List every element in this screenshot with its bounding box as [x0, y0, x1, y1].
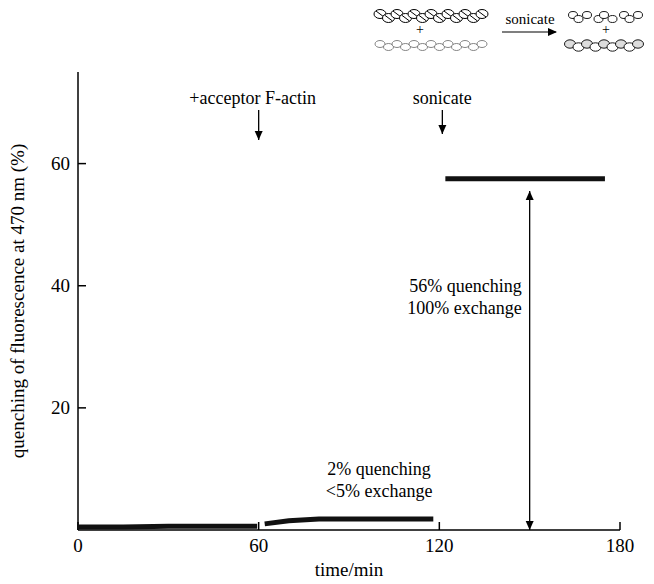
- x-tick-label: 60: [249, 535, 268, 556]
- trace: [78, 179, 605, 527]
- y-tick: [78, 285, 86, 287]
- filament-subunit: [477, 41, 487, 48]
- x-tick-label: 0: [73, 535, 83, 556]
- annotation: 2% quenching: [327, 459, 430, 479]
- arrowhead: [438, 125, 446, 134]
- y-tick: [78, 163, 86, 165]
- plot-area: [78, 179, 605, 527]
- x-tick-label: 120: [425, 535, 454, 556]
- plus: +: [602, 22, 610, 37]
- fragment: [583, 12, 592, 19]
- fragment: [574, 16, 583, 23]
- x-tick-label: 180: [606, 535, 635, 556]
- plus: +: [416, 22, 424, 37]
- x-tick: [258, 522, 260, 530]
- filament-subunit: [476, 10, 488, 19]
- fragment: [600, 12, 609, 19]
- y-tick-label: 20: [51, 397, 70, 418]
- chart: 0 60 120 180 20 40 60 time/min quenching of fluo…: [0, 0, 654, 584]
- annotation: sonicate: [413, 88, 472, 108]
- arrowhead: [548, 28, 557, 36]
- y-axis: [77, 72, 79, 530]
- y-tick: [78, 407, 86, 409]
- x-axis-title: time/min: [315, 559, 384, 580]
- arrowhead: [526, 521, 534, 530]
- hatch: [478, 11, 486, 17]
- arrow: [502, 31, 556, 32]
- arrowhead: [255, 131, 263, 140]
- schematic-label: sonicate: [505, 11, 554, 27]
- annotation: 100% exchange: [407, 298, 521, 318]
- x-tick: [619, 522, 621, 530]
- annotation: 56% quenching: [409, 276, 521, 296]
- y-tick-label: 40: [51, 275, 70, 296]
- fragment: [634, 12, 643, 19]
- x-tick: [439, 522, 441, 530]
- arrowhead: [526, 191, 534, 200]
- y-axis-title: quenching of fluorescence at 470 nm (%): [7, 144, 29, 458]
- x-axis: [78, 529, 620, 531]
- annotation: <5% exchange: [326, 481, 433, 501]
- fragment: [625, 16, 634, 23]
- fragment: [633, 40, 644, 48]
- annotation: +acceptor F-actin: [189, 88, 316, 108]
- double-arrow: [529, 191, 530, 530]
- y-tick-label: 60: [51, 153, 70, 174]
- schematic: + sonicate +: [374, 10, 644, 52]
